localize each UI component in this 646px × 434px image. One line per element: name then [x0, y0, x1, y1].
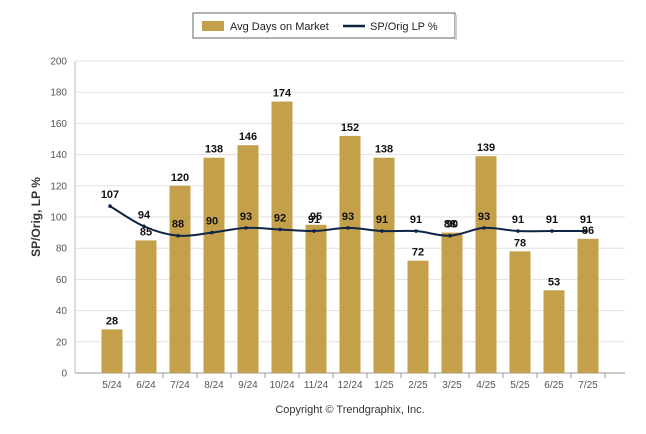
- y-tick-label: 120: [50, 181, 67, 192]
- line-value-label: 91: [580, 214, 592, 226]
- line-value-label: 93: [342, 211, 354, 223]
- x-tick-label: 11/24: [304, 380, 329, 391]
- line-series: [108, 204, 588, 238]
- line-point: [210, 230, 214, 235]
- line-value-label: 91: [308, 214, 320, 226]
- x-tick-label: 12/24: [337, 380, 362, 391]
- bar-value-label: 174: [273, 88, 292, 100]
- x-tick-label: 9/24: [238, 380, 258, 391]
- x-tick-label: 4/25: [476, 380, 496, 391]
- bar-value-label: 120: [171, 172, 189, 184]
- bar: [543, 290, 565, 373]
- x-axis-ticks: 5/24 6/24 7/24 8/24 9/24 10/24 11/24 12/24 1/25 2…: [102, 373, 606, 391]
- line-value-label: 91: [410, 214, 422, 226]
- y-tick-label: 80: [56, 244, 68, 255]
- bar: [135, 240, 157, 373]
- y-axis-title: SP/Orig, LP %: [29, 177, 43, 257]
- line-value-label: 107: [101, 189, 119, 201]
- legend-bar-swatch: [202, 21, 224, 31]
- y-tick-label: 160: [50, 119, 67, 130]
- legend-box-shadow: [455, 15, 457, 40]
- line-point: [142, 224, 146, 229]
- line-value-label: 90: [206, 216, 218, 228]
- bar-value-label: 28: [106, 315, 118, 327]
- legend-box: [192, 12, 456, 39]
- bar-value-label: 78: [514, 237, 526, 249]
- y-tick-label: 100: [50, 213, 67, 224]
- line-value-label: 93: [240, 211, 252, 223]
- line-point: [108, 204, 112, 208]
- x-tick-label: 7/24: [170, 380, 190, 391]
- bar: [237, 145, 259, 373]
- x-tick-label: 10/24: [269, 380, 294, 391]
- bar-value-label: 85: [140, 226, 152, 238]
- x-tick-label: 6/25: [544, 380, 564, 391]
- bar-value-label: 139: [477, 142, 495, 154]
- line-point: [584, 229, 588, 233]
- bar: [271, 101, 293, 373]
- bar: [305, 224, 327, 373]
- line-point: [516, 229, 520, 233]
- legend-line-label: SP/Orig LP %: [370, 21, 438, 33]
- legend-bar-label: Avg Days on Market: [230, 21, 329, 33]
- y-tick-label: 60: [56, 275, 68, 286]
- bar: [339, 135, 361, 373]
- x-tick-label: 7/25: [578, 380, 598, 391]
- data-labels: 28 85 120 138 146 174 95 152 138 72 90 139 78 53 86 107…: [101, 88, 594, 328]
- y-tick-label: 0: [61, 369, 67, 380]
- line-point: [448, 233, 452, 238]
- legend: Avg Days on Market SP/Orig LP %: [192, 12, 457, 40]
- y-tick-label: 140: [50, 150, 67, 161]
- line-point: [414, 229, 418, 233]
- bar-value-label: 72: [412, 247, 424, 259]
- bar: [101, 329, 123, 373]
- x-tick-label: 2/25: [408, 380, 428, 391]
- line-point: [176, 233, 180, 238]
- bar-value-label: 138: [205, 144, 223, 156]
- line-value-label: 92: [274, 212, 286, 224]
- line-value-label: 94: [138, 209, 151, 221]
- line-value-label: 88: [172, 219, 184, 231]
- bar-series: [101, 101, 599, 373]
- y-tick-label: 40: [56, 306, 68, 317]
- bar: [373, 157, 395, 373]
- bar: [509, 251, 531, 373]
- line-point: [346, 226, 350, 230]
- line-value-label: 88: [444, 219, 456, 231]
- line-point: [278, 227, 282, 232]
- bar-value-label: 152: [341, 122, 359, 134]
- bar: [407, 260, 429, 373]
- line-value-label: 91: [512, 214, 524, 226]
- bar: [203, 157, 225, 373]
- line-point: [550, 229, 554, 233]
- bar-value-label: 138: [375, 144, 393, 156]
- x-tick-label: 5/24: [102, 380, 122, 391]
- x-tick-label: 5/25: [510, 380, 530, 391]
- bar: [577, 238, 599, 373]
- line-value-label: 91: [376, 214, 388, 226]
- bar-value-label: 90: [446, 219, 458, 231]
- bar-value-label: 95: [310, 211, 322, 223]
- bar-value-label: 53: [548, 276, 560, 288]
- line-value-label: 93: [478, 211, 490, 223]
- bar: [441, 232, 463, 373]
- line-point: [244, 226, 248, 230]
- x-tick-label: 3/25: [442, 380, 462, 391]
- y-tick-label: 20: [56, 337, 68, 348]
- bar: [475, 156, 497, 373]
- line-point: [380, 229, 384, 233]
- line-point: [312, 229, 316, 233]
- y-tick-label: 200: [50, 57, 67, 68]
- bar-value-label: 86: [582, 225, 594, 237]
- bar-value-label: 146: [239, 131, 257, 143]
- copyright-text: Copyright © Trendgraphix, Inc.: [275, 404, 424, 416]
- line-value-label: 91: [546, 214, 558, 226]
- y-tick-label: 180: [50, 88, 67, 99]
- x-tick-label: 6/24: [136, 380, 156, 391]
- x-tick-label: 8/24: [204, 380, 224, 391]
- line-point: [482, 226, 486, 230]
- x-tick-label: 1/25: [374, 380, 394, 391]
- bar: [169, 185, 191, 373]
